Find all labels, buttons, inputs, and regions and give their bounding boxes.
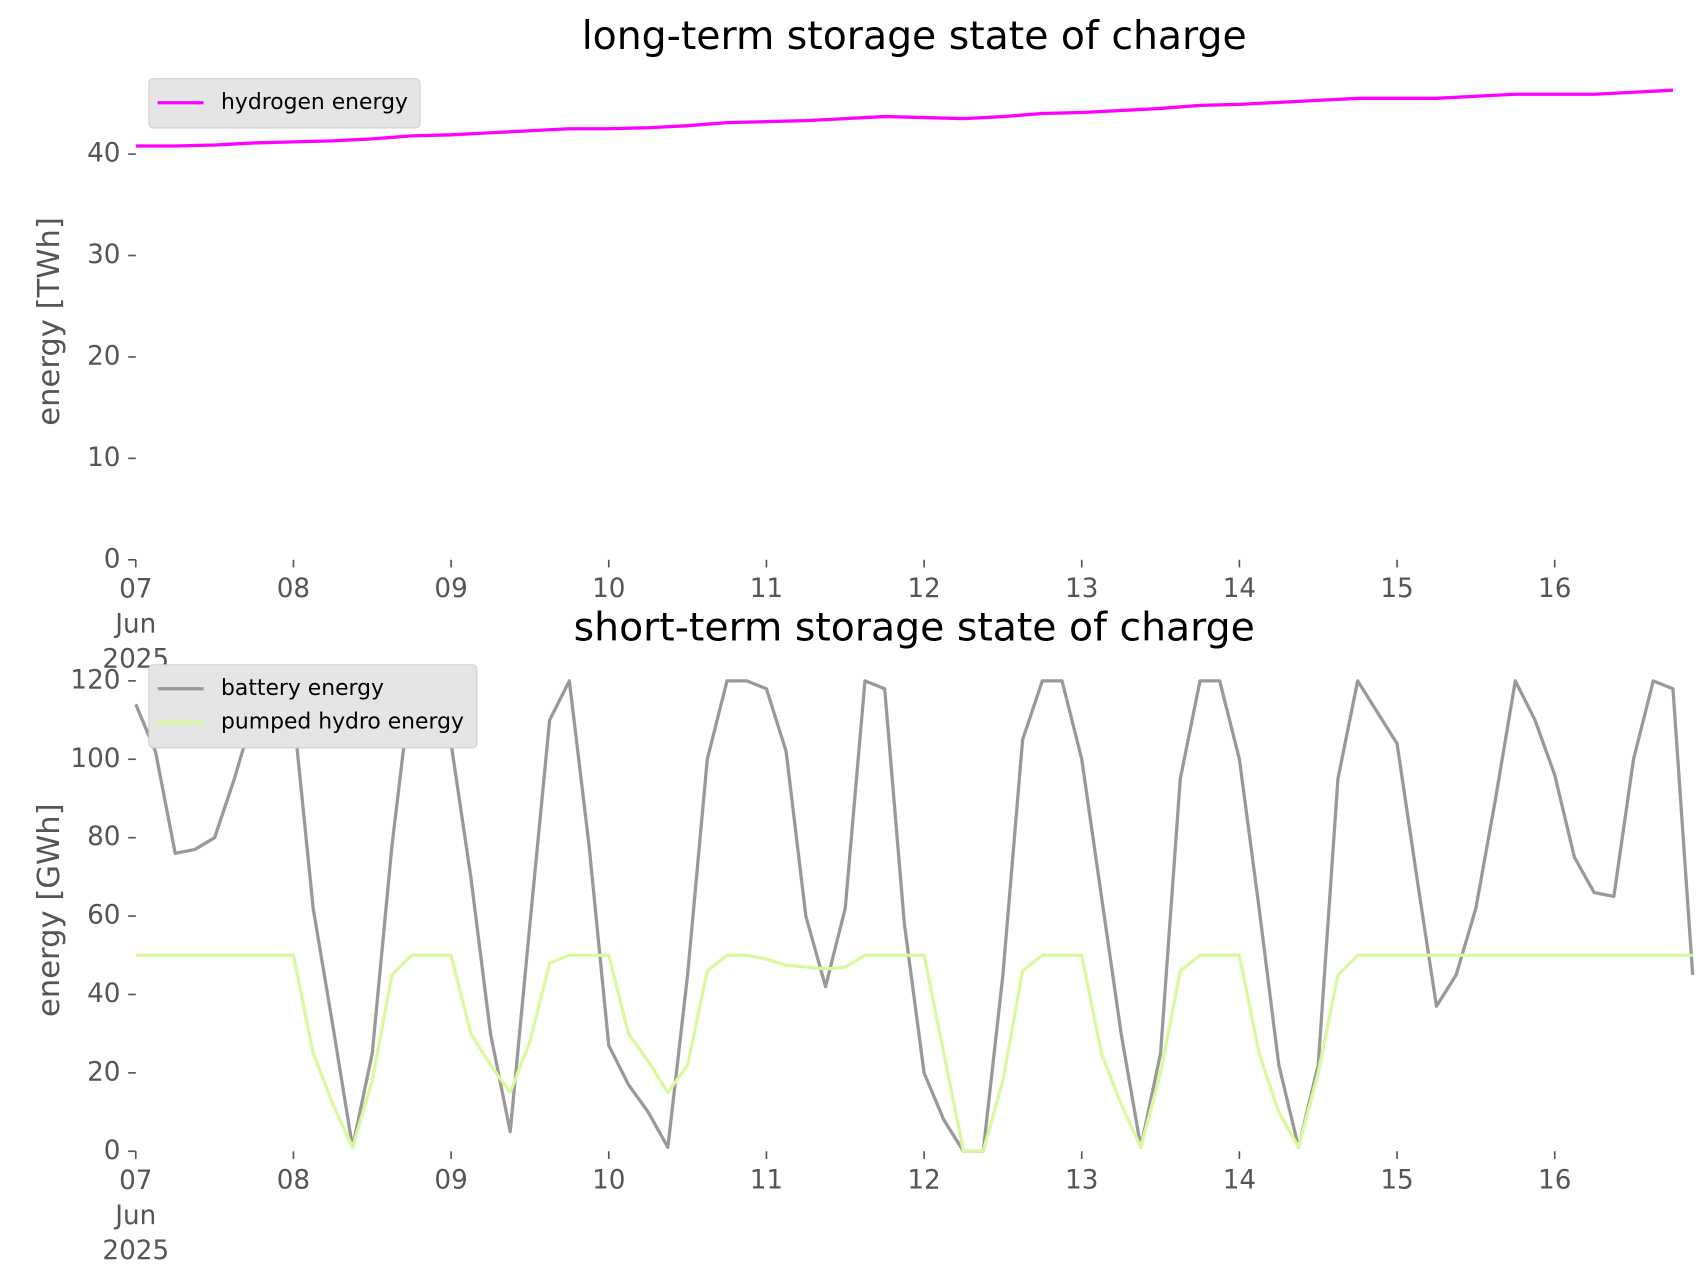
legend-box <box>148 664 478 749</box>
y-axis-label: energy [TWh] <box>32 217 67 426</box>
x-tick-label: 07 Jun 2025 <box>102 574 169 674</box>
y-tick-label: 0 <box>104 1136 121 1166</box>
x-tick-label-line: 07 <box>119 574 152 604</box>
x-tick-label: 09 <box>434 574 467 604</box>
chart-title: long-term storage state of charge <box>582 13 1247 59</box>
x-tick-label: 13 <box>1065 1165 1098 1195</box>
x-tick-label: 12 <box>907 574 940 604</box>
x-tick-label: 16 <box>1538 574 1571 604</box>
x-tick-label: 08 <box>277 574 310 604</box>
x-tick-label: 10 <box>592 1165 625 1195</box>
y-tick-label: 40 <box>87 979 120 1009</box>
x-tick-label-line: 07 <box>119 1165 152 1195</box>
y-tick-label: 80 <box>87 822 120 852</box>
x-tick-label: 09 <box>434 1165 467 1195</box>
x-tick-label: 07 Jun 2025 <box>102 1165 169 1265</box>
x-tick-label-line: Jun <box>113 1200 156 1230</box>
x-tick-label: 16 <box>1538 1165 1571 1195</box>
y-tick-label: 30 <box>87 240 120 270</box>
x-tick-label: 11 <box>750 1165 783 1195</box>
x-tick-label-line: Jun <box>113 609 156 639</box>
series-line <box>134 679 1695 1153</box>
y-tick-label: 60 <box>87 901 120 931</box>
y-tick-label: 10 <box>87 443 120 473</box>
x-tick-label: 13 <box>1065 574 1098 604</box>
y-axis-label: energy [GWh] <box>32 803 67 1017</box>
y-tick-label: 40 <box>87 139 120 169</box>
x-tick-label: 11 <box>750 574 783 604</box>
x-tick-label: 14 <box>1223 1165 1256 1195</box>
x-tick-label: 08 <box>277 1165 310 1195</box>
y-tick-label: 20 <box>87 1057 120 1087</box>
y-tick-label: 120 <box>70 665 120 695</box>
y-tick-label: 100 <box>70 744 120 774</box>
x-tick-label: 15 <box>1380 574 1413 604</box>
x-tick-label: 10 <box>592 574 625 604</box>
legend-label: hydrogen energy <box>221 90 408 115</box>
y-tick-label: 20 <box>87 341 120 371</box>
legend-box <box>148 78 421 129</box>
chart-title: short-term storage state of charge <box>574 604 1255 650</box>
x-tick-label: 14 <box>1223 574 1256 604</box>
legend-label: pumped hydro energy <box>221 710 464 735</box>
series-line <box>135 88 1674 148</box>
y-tick-label: 0 <box>104 544 121 574</box>
x-tick-label: 12 <box>907 1165 940 1195</box>
x-tick-label: 15 <box>1380 1165 1413 1195</box>
series-line <box>135 953 1693 1153</box>
legend-label: battery energy <box>221 676 384 701</box>
x-tick-label-line: 2025 <box>102 1235 169 1265</box>
